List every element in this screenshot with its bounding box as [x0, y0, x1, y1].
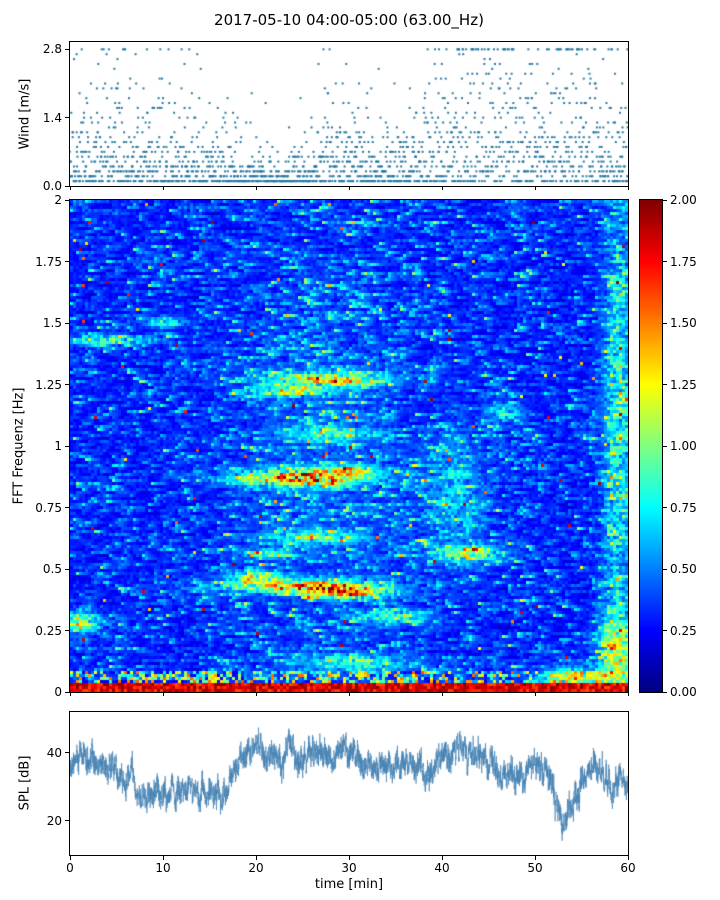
colorbar-tick-label: 1.75	[670, 254, 697, 269]
colorbar-tick-label: 1.50	[670, 316, 697, 330]
x-tick-label: 60	[620, 861, 636, 875]
wind-y-tick-mark	[65, 117, 69, 119]
x-tick-label: 30	[341, 861, 357, 875]
x-tick-label: 40	[434, 861, 450, 875]
fft-y-tick-label: 1.25	[35, 377, 62, 392]
spl-y-tick-mark	[65, 820, 69, 822]
colorbar-tick-label: 0.50	[670, 562, 697, 576]
fft-y-tick-mark	[65, 568, 69, 570]
fft-y-tick-label: 1	[54, 439, 62, 453]
wind-y-tick-mark	[65, 48, 69, 50]
fft-y-tick-label: 0.75	[35, 500, 62, 515]
colorbar-tick-mark	[663, 507, 667, 508]
colorbar-canvas	[640, 200, 662, 692]
spl-y-tick-label: 40	[46, 745, 62, 760]
colorbar-tick-label: 0.75	[670, 500, 697, 515]
colorbar-tick-label: 1.25	[670, 377, 697, 392]
x-tick-mark	[534, 693, 536, 696]
x-tick-mark	[627, 693, 629, 696]
x-tick-label: 50	[527, 861, 543, 875]
fft-y-tick-label: 0.5	[42, 562, 62, 576]
colorbar-tick-mark	[663, 568, 667, 570]
x-tick-mark	[162, 856, 164, 860]
x-tick-mark	[348, 856, 350, 860]
wind-y-tick-label: 0.0	[42, 179, 62, 193]
x-tick-mark	[441, 856, 443, 860]
x-tick-mark	[255, 856, 257, 860]
fft-y-tick-mark	[65, 507, 69, 508]
x-tick-mark	[534, 856, 536, 860]
fft-y-tick-label: 0.25	[35, 623, 62, 638]
fft-y-tick-label: 0	[54, 685, 62, 699]
fft-y-tick-mark	[65, 445, 69, 447]
fft-y-tick-mark	[65, 630, 69, 631]
x-tick-mark	[162, 187, 164, 190]
wind-y-tick-label: 1.4	[42, 110, 62, 125]
x-tick-mark	[627, 856, 629, 860]
wind-scatter-canvas	[70, 42, 628, 186]
fft-y-tick-label: 2	[54, 193, 62, 207]
spectrogram-canvas	[70, 200, 628, 692]
figure-title: 2017-05-10 04:00-05:00 (63.00_Hz)	[214, 11, 484, 29]
x-tick-mark	[534, 187, 536, 190]
fft-y-tick-mark	[65, 261, 69, 262]
colorbar-tick-mark	[663, 630, 667, 631]
x-tick-mark	[255, 187, 257, 190]
colorbar-tick-mark	[663, 384, 667, 385]
x-tick-mark	[69, 693, 71, 696]
colorbar-tick-mark	[663, 199, 667, 201]
fft-y-tick-mark	[65, 322, 69, 324]
x-tick-mark	[441, 693, 443, 696]
fft-y-tick-label: 1.75	[35, 254, 62, 269]
wind-plot-axes	[69, 41, 629, 187]
colorbar-tick-mark	[663, 322, 667, 324]
colorbar-tick-mark	[663, 445, 667, 447]
spl-ylabel: SPL [dB]	[17, 755, 33, 811]
wind-y-tick-mark	[65, 185, 69, 187]
x-tick-label: 20	[248, 861, 264, 875]
x-tick-mark	[255, 693, 257, 696]
x-axis-label: time [min]	[314, 877, 384, 892]
colorbar	[639, 199, 663, 693]
x-tick-mark	[348, 187, 350, 190]
x-tick-label: 0	[66, 861, 74, 875]
fft-y-tick-mark	[65, 384, 69, 385]
x-tick-mark	[162, 693, 164, 696]
colorbar-tick-label: 1.00	[670, 439, 697, 453]
colorbar-tick-mark	[663, 261, 667, 262]
spl-y-tick-label: 20	[46, 813, 62, 828]
spl-line-canvas	[70, 712, 628, 855]
spectrogram-axes	[69, 199, 629, 693]
fft-y-tick-mark	[65, 199, 69, 201]
x-tick-mark	[348, 693, 350, 696]
spl-plot-axes	[69, 711, 629, 856]
colorbar-tick-label: 0.25	[670, 623, 697, 638]
fft-y-tick-mark	[65, 691, 69, 693]
colorbar-tick-mark	[663, 691, 667, 693]
x-tick-label: 10	[155, 861, 171, 875]
x-tick-mark	[69, 856, 71, 860]
wind-y-tick-label: 2.8	[42, 42, 62, 57]
spl-y-tick-mark	[65, 752, 69, 754]
colorbar-tick-label: 2.00	[670, 193, 697, 207]
x-tick-mark	[69, 187, 71, 190]
colorbar-tick-label: 0.00	[670, 685, 697, 699]
x-tick-mark	[627, 187, 629, 190]
x-tick-mark	[441, 187, 443, 190]
fft-y-tick-label: 1.5	[42, 316, 62, 330]
